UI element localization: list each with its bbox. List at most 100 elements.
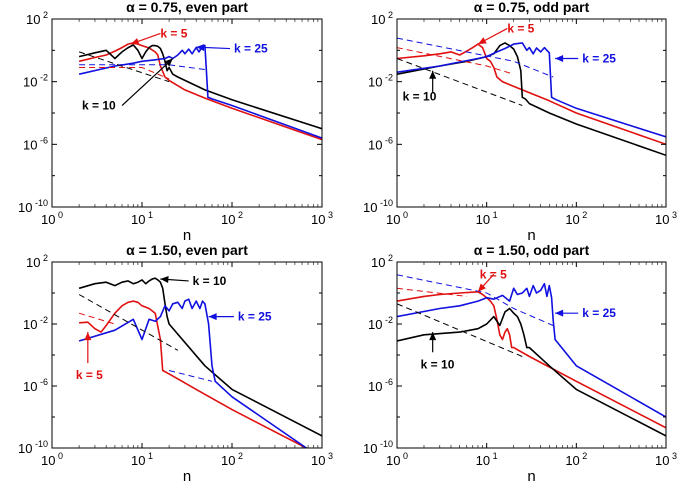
panel-2: α = 0.75, odd part 10 0 10 1 10 2 10 3 10 -10… — [363, 0, 677, 244]
y-tick-label: 10 2 — [26, 10, 48, 27]
x-axis-label: n — [183, 227, 191, 244]
series-line-k-25-dashed — [397, 274, 554, 326]
series-line-k-25-dashed — [168, 370, 213, 382]
series-line-k-5 — [397, 43, 666, 146]
annotation-arrowhead — [429, 332, 437, 341]
annotation-label: k = 5 — [507, 21, 534, 35]
panel-title: α = 1.50, odd part — [474, 242, 590, 258]
annotation-arrowhead — [84, 332, 92, 341]
y-tick-label: 10 -10 — [363, 198, 393, 215]
annotation-label: k = 10 — [403, 90, 437, 104]
annotation-label: k = 25 — [234, 42, 268, 56]
annotation-arrowhead — [477, 37, 487, 45]
series-line-k-25 — [78, 298, 308, 448]
series-line-k-5 — [397, 291, 666, 429]
y-tick-label: 10 2 — [371, 253, 393, 270]
series-line-k-10 — [78, 44, 322, 130]
annotation-label: k = 5 — [76, 368, 103, 382]
panel-title: α = 0.75, even part — [126, 0, 248, 15]
panel-4: α = 1.50, odd part 10 0 10 1 10 2 10 3 10 -10… — [363, 242, 677, 485]
y-tick-label: 10 -6 — [368, 377, 393, 394]
series-line-k-5-dashed — [397, 47, 514, 75]
y-tick-label: 10 -6 — [368, 135, 393, 152]
annotation: k = 5 — [76, 332, 103, 382]
ticks — [396, 261, 667, 449]
axes-box — [396, 18, 667, 208]
annotation-arrowhead — [164, 58, 173, 67]
x-tick-label: 10 2 — [221, 451, 243, 468]
annotation-label: k = 5 — [160, 26, 187, 40]
annotation: k = 25 — [208, 310, 272, 324]
y-tick-label: 10 -2 — [368, 315, 393, 332]
x-tick-label: 10 0 — [41, 210, 63, 227]
x-tick-label: 10 1 — [476, 210, 498, 227]
series-line-k-25 — [397, 42, 666, 138]
annotation-arrowhead — [555, 309, 564, 317]
annotation: k = 10 — [403, 70, 437, 104]
annotation-arrowhead — [130, 38, 140, 45]
annotation-label: k = 25 — [582, 52, 616, 66]
y-tick-label: 10 -2 — [368, 73, 393, 90]
series-group — [78, 42, 322, 141]
series-group — [397, 274, 666, 437]
ticks — [396, 18, 667, 208]
series-line-k-10-dashed — [397, 58, 523, 106]
x-tick-label: 10 1 — [131, 210, 153, 227]
series-line-k-5 — [79, 300, 309, 448]
annotation: k = 10 — [82, 58, 174, 113]
axes-box — [51, 18, 323, 208]
series-line-k-25 — [78, 44, 322, 139]
series-line-k-25-dashed — [397, 37, 554, 78]
series-line-k-5-dashed — [79, 67, 170, 80]
series-line-k-5-dashed — [78, 312, 116, 325]
x-axis-label: n — [183, 468, 191, 485]
series-group — [397, 37, 666, 157]
series-group — [78, 277, 322, 448]
x-tick-label: 10 0 — [41, 451, 63, 468]
panel-title: α = 1.50, even part — [126, 242, 248, 258]
y-tick-label: 10 -10 — [363, 439, 393, 456]
x-tick-label: 10 0 — [386, 210, 408, 227]
series-line-k-10-dashed — [397, 303, 523, 357]
y-tick-label: 10 -6 — [23, 377, 48, 394]
annotation-arrowhead — [196, 43, 205, 51]
series-line-k-5-dashed — [397, 287, 467, 297]
annotation: k = 10 — [160, 274, 227, 288]
annotation-arrowhead — [429, 70, 437, 79]
y-tick-label: 10 -2 — [23, 73, 48, 90]
axes-box — [51, 261, 323, 449]
y-tick-label: 10 -6 — [23, 135, 48, 152]
annotation: k = 25 — [555, 52, 616, 66]
x-tick-label: 10 3 — [655, 451, 677, 468]
series-line-k-25 — [397, 282, 666, 418]
y-tick-label: 10 -10 — [18, 439, 48, 456]
x-tick-label: 10 3 — [311, 210, 333, 227]
x-tick-label: 10 2 — [221, 210, 243, 227]
annotation-arrowhead — [208, 313, 217, 321]
series-line-k-10 — [78, 277, 322, 437]
y-tick-label: 10 2 — [371, 10, 393, 27]
annotation-label: k = 25 — [238, 310, 272, 324]
x-axis-label: n — [527, 468, 535, 485]
panel-1: α = 0.75, even part 10 0 10 1 10 2 10 3 10 -1… — [18, 0, 333, 244]
annotation-arrowhead — [555, 55, 564, 63]
ticks — [51, 18, 323, 208]
x-tick-label: 10 2 — [565, 210, 587, 227]
annotation-label: k = 5 — [480, 267, 507, 281]
annotation: k = 5 — [130, 26, 188, 45]
x-tick-label: 10 2 — [565, 451, 587, 468]
annotation: k = 5 — [477, 21, 535, 45]
annotation-label: k = 25 — [582, 306, 616, 320]
y-tick-label: 10 -2 — [23, 315, 48, 332]
annotation: k = 25 — [196, 42, 268, 56]
x-tick-label: 10 3 — [655, 210, 677, 227]
annotation-label: k = 10 — [82, 99, 116, 113]
annotation: k = 25 — [555, 306, 616, 320]
annotation-arrowhead — [477, 283, 486, 292]
annotation-arrowhead — [160, 276, 169, 284]
annotation-label: k = 10 — [421, 357, 455, 371]
x-tick-label: 10 1 — [476, 451, 498, 468]
x-tick-label: 10 3 — [311, 451, 333, 468]
y-tick-label: 10 -10 — [18, 198, 48, 215]
series-line-k-10-dashed — [78, 294, 179, 351]
